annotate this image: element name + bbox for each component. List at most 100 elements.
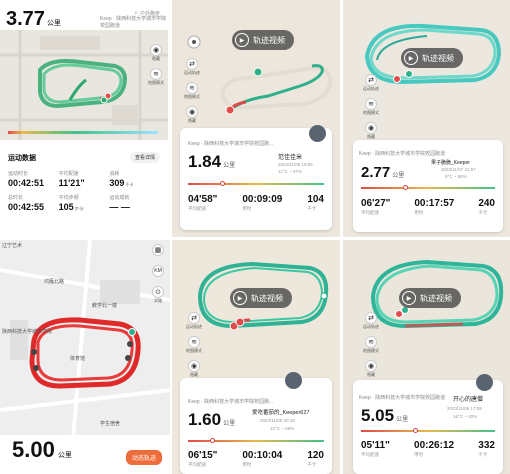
tool-map-mode[interactable]: ≋ 地图模式 — [148, 68, 164, 86]
map-icon: ▦ — [152, 244, 164, 256]
panel-run-summary-4: 辽宁艺术 鸿雁北路 教学北一楼 陕西科技大学城市学院 体育馆 学生宿舍 ▦ KM… — [0, 240, 170, 474]
eye-icon: ◉ — [150, 44, 162, 56]
pace-bar — [188, 183, 324, 185]
stat-cell: 平均配速 11'21" — [58, 171, 85, 188]
stats-grid: 运动时长 00:42:51 平均配速 11'21" 消耗 309千卡 总时长 00:42… — [8, 170, 160, 212]
username: 范佳佳米 — [278, 155, 303, 161]
eye-icon: ◉ — [186, 106, 198, 118]
dynamic-track-button[interactable]: 动态轨迹 — [125, 450, 162, 465]
pace-bar-marker — [413, 428, 418, 433]
tool-map-mode[interactable]: ≋ 地图模式 — [363, 98, 379, 116]
stat-calories: 240 千卡 — [478, 198, 495, 215]
mode-label: ⚐ 户外跑步 — [134, 11, 160, 17]
pace-bar-marker — [210, 438, 215, 443]
pace-bar — [361, 187, 495, 189]
track-video-button[interactable]: ▶ 轨迹视频 — [401, 48, 463, 68]
map-label: 体育馆 — [70, 356, 86, 362]
panel-run-summary-6: ▶ 轨迹视频 ⇄ 运动轨迹 ≋ 地图模式 ◉ 隐藏 Keep · 陕西科技大学城市学院… — [343, 240, 510, 474]
track-video-button[interactable]: ▶ 轨迹视频 — [230, 288, 292, 308]
summary-card: Keep · 陕西科技大学城市学院校园跑道 5.05 公里 开心的唐僧 2023/… — [353, 374, 503, 474]
distance-value: 5.00 公里 — [12, 437, 72, 462]
tool-track[interactable]: ⇄ 运动轨迹 — [363, 312, 379, 330]
avatar — [476, 374, 493, 391]
play-icon: ▶ — [402, 291, 416, 305]
location-icon: ⊙ — [152, 286, 164, 298]
swap-icon: ⇄ — [188, 312, 200, 324]
tool-track[interactable]: ⇄ 运动轨迹 — [184, 58, 200, 76]
date: 2023/11/07 21:57 — [441, 167, 476, 172]
weather: 11°C ◔ 67% — [278, 169, 302, 174]
layers-icon: ≋ — [186, 82, 198, 94]
tool-map-mode[interactable]: ≋ 地图模式 — [363, 336, 379, 354]
stat-pace: 05'11" 平均配速 — [361, 440, 390, 457]
date: 2023/11/06 17:09 — [447, 406, 482, 411]
sheet-title: 运动数据 — [8, 155, 36, 162]
stat-time: 00:10:04 用时 — [242, 450, 283, 467]
track-video-button[interactable]: ▶ 轨迹视频 — [399, 288, 461, 308]
map-label: 辽宁艺术 — [2, 243, 23, 249]
username: 开心的唐僧 — [453, 397, 484, 403]
weather: 16°C ◔ 40% — [453, 414, 478, 419]
route-tag: Keep · 陕西科技大学城市学院校园跑道 — [100, 16, 167, 29]
data-sheet: 运动数据 查看详情 运动时长 00:42:51 平均配速 11'21" 消耗 309千… — [0, 140, 168, 237]
stat-pace: 06'15" 平均配速 — [188, 450, 218, 467]
tool-hide[interactable]: ◉ 隐藏 — [150, 44, 162, 62]
tool-hide[interactable]: ◉ 隐藏 — [186, 106, 198, 124]
stats-row: 06'15" 平均配速 00:10:04 用时 120 千卡 — [188, 450, 324, 468]
stats-row: 04'58" 平均配速 00:09:09 用时 104 千卡 — [188, 194, 324, 212]
stats-row: 05'11" 平均配速 00:26:12 用时 332 千卡 — [361, 440, 495, 458]
stats-row: 06'27" 平均配速 00:17:57 用时 240 千卡 — [361, 198, 495, 216]
layers-icon: ≋ — [365, 98, 377, 110]
play-icon: ▶ — [233, 291, 247, 305]
stat-pace: 04'58" 平均配速 — [188, 194, 218, 211]
track-video-button[interactable]: ▶ 轨迹视频 — [232, 30, 294, 50]
play-icon: ▶ — [404, 51, 418, 65]
tool-map-mode[interactable]: ≋ 地图模式 — [184, 82, 200, 100]
tool-track[interactable]: ⇄ 运动轨迹 — [363, 74, 379, 92]
tool-hide[interactable]: ◉ 隐藏 — [365, 122, 377, 140]
stat-time: 00:26:12 用时 — [414, 440, 455, 457]
pace-bar-marker — [403, 185, 408, 190]
map-toolbar: ⇄ 运动轨迹 ≋ 地图模式 ◉ 隐藏 — [363, 312, 379, 378]
panel-run-summary-1: 3.77 公里 Keep · 陕西科技大学城市学院校园跑道 ⚐ 户外跑步 ◉ 隐藏… — [0, 0, 168, 237]
view-details-button[interactable]: 查看详情 — [129, 152, 160, 163]
km-icon: KM — [152, 265, 164, 277]
map-label: 教学北一楼 — [92, 303, 118, 309]
distance-value: 3.77 公里 — [6, 8, 61, 30]
route-tag: Keep · 陕西科技大学城市学院校园跑道 — [359, 151, 446, 157]
panel-run-summary-5: ▶ 轨迹视频 ⇄ 运动轨迹 ≋ 地图模式 ◉ 隐藏 Keep · 陕西科技大学城市学院… — [172, 240, 340, 474]
tool-map-mode[interactable]: ≋ 地图模式 — [186, 336, 202, 354]
stat-cell: 消耗 309千卡 — [109, 171, 134, 188]
avatar — [285, 372, 302, 389]
swap-icon: ⇄ — [365, 312, 377, 324]
map-label: 鸿雁北路 — [44, 279, 65, 285]
eye-icon: ◉ — [365, 122, 377, 134]
tool-map[interactable]: ▦ — [152, 244, 164, 256]
pace-bar-marker — [220, 181, 225, 186]
pace-bar — [361, 430, 495, 432]
tool-hide[interactable]: ◉ 隐藏 — [188, 360, 200, 378]
tool-km[interactable]: KM — [152, 265, 164, 277]
route-tag: Keep · 陕西科技大学城市学院校园跑... — [188, 141, 274, 147]
swap-icon: ⇄ — [365, 74, 377, 86]
distance-value: 5.05 公里 — [361, 406, 409, 425]
distance-value: 1.84 公里 — [188, 152, 236, 171]
stat-calories: 104 千卡 — [307, 194, 324, 211]
weather: 10°C ◔ 66% — [270, 426, 295, 431]
map-toolbar: ⇄ 运动轨迹 ≋ 地图模式 ◉ 隐藏 — [363, 74, 379, 140]
distance-value: 2.77 公里 — [361, 164, 405, 181]
panel-run-summary-3: ▶ 轨迹视频 ⇄ 运动轨迹 ≋ 地图模式 ◉ 隐藏 Keep · 陕西科技大学城市学院… — [343, 0, 510, 237]
pace-color-scale — [8, 131, 158, 134]
tool-hide[interactable]: ◉ 隐藏 — [365, 360, 377, 378]
stat-cell: 总时长 00:42:55 — [8, 195, 45, 212]
weather: 9°C ◔ 66% — [445, 174, 467, 179]
pace-bar — [188, 440, 324, 442]
tool-locate[interactable]: ⊙ 学路 — [152, 286, 164, 304]
map-label: 陕西科技大学城市学院 — [2, 329, 53, 335]
map-toolbar: ▦ KM ⊙ 学路 — [152, 244, 164, 304]
map-toolbar: ⇄ 运动轨迹 ≋ 地图模式 ◉ 隐藏 — [184, 58, 200, 124]
panel-run-summary-2: ▶ 轨迹视频 ⇄ 运动轨迹 ≋ 地图模式 ◉ 隐藏 Keep · 陕西科技大学城市学院… — [172, 0, 340, 237]
summary-card: Keep · 陕西科技大学城市学院校园跑... 1.84 公里 范佳佳米 2023… — [180, 125, 332, 230]
tool-track[interactable]: ⇄ 运动轨迹 — [186, 312, 202, 330]
